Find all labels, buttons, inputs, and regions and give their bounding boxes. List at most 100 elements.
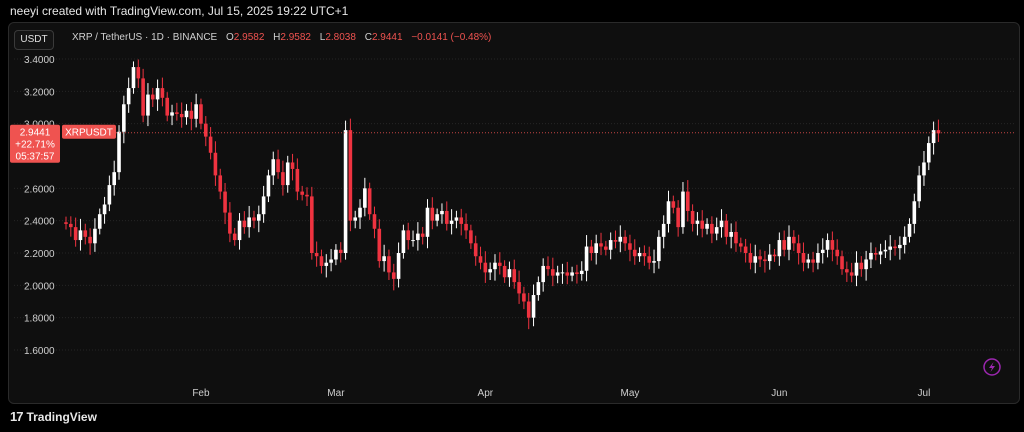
candle-body [604,246,608,250]
candle-body [695,220,700,224]
candle-body [411,240,415,242]
candle-body [295,168,300,192]
candle-body [907,223,912,237]
candle-body [763,259,767,262]
candles [64,59,941,330]
candle-body [512,269,517,283]
candle-body [584,246,589,271]
candle-body [343,130,348,253]
candle-body [271,159,276,176]
candle-body [560,272,565,274]
candle-body [425,207,430,237]
candle-body [184,110,189,118]
candle-body [859,262,864,270]
candle-body [300,191,304,195]
candle-body [314,253,319,257]
candle-body [782,240,786,250]
candle-body [78,230,83,241]
candle-body [931,130,936,144]
candle-body [435,214,439,221]
tag-countdown: 05:37:57 [16,152,55,163]
candle-body [594,243,598,253]
tag-symbol: XRPUSDT [65,128,113,139]
lightning-bolt-icon [989,362,995,372]
candle-body [743,246,748,253]
candle-body [179,113,184,118]
candle-body [261,196,266,215]
candle-body [102,204,107,215]
candle-body [825,240,830,250]
candle-body [483,262,488,273]
candle-body [792,236,796,244]
y-tick-label: 3.4000 [24,55,55,66]
currency-button[interactable]: USDT [14,30,54,50]
candle-body [613,240,618,242]
candle-body [888,246,893,250]
candle-body [247,217,251,228]
candle-body [681,191,685,228]
replay-button[interactable] [983,358,1001,376]
candle-body [652,261,656,263]
candle-body [93,228,97,244]
candle-body [579,270,584,275]
candle-body [589,246,594,253]
candle-body [661,223,666,237]
candle-body [126,88,131,105]
candle-body [531,295,536,318]
candle-body [729,231,733,237]
candle-body [160,88,165,98]
candle-body [666,201,671,224]
candle-body [599,243,603,247]
candle-body [165,97,170,116]
candle-body [498,262,502,266]
candle-body [107,185,112,205]
candle-body [257,214,261,221]
candle-body [922,162,926,176]
candle-body [64,222,68,224]
candle-body [893,246,897,249]
price-tag: 2.9441+22.71%05:37:57 XRPUSDT [10,124,116,163]
candle-body [873,253,878,255]
candle-body [705,223,709,229]
x-tick-label: Feb [192,388,210,399]
candle-body [719,220,724,228]
candle-body [454,217,459,221]
candle-body [136,67,141,79]
x-tick-label: Apr [478,388,494,399]
candle-body [290,162,295,169]
candle-body [912,201,917,224]
candle-body [748,253,753,263]
change-value: −0.0141 (−0.48%) [411,32,492,43]
y-tick-label: 2.2000 [24,249,55,260]
candle-body [112,172,116,186]
candle-body [131,67,136,89]
candle-body [623,236,627,244]
candle-body [628,243,632,250]
chart-panel[interactable] [8,22,1020,404]
candle-body [122,104,126,132]
candle-body [767,254,772,262]
y-tick-label: 1.6000 [24,346,55,357]
candle-body [637,253,642,257]
candle-body [387,256,391,273]
high-label: H [273,32,281,43]
candle-body [642,253,647,257]
tag-change: +22.71% [15,140,55,151]
y-tick-label: 3.2000 [24,87,55,98]
candle-body [787,236,791,250]
candle-body [502,265,507,278]
candle-body [237,220,242,241]
candle-body [449,220,454,224]
candle-body [902,236,907,245]
candle-body [88,236,92,244]
high-value: 2.9582 [280,32,311,43]
candle-body [194,104,198,119]
candle-body [671,201,676,208]
tradingview-logo[interactable]: 17 TradingView [10,409,97,424]
candle-body [218,175,223,192]
candle-body [507,269,512,278]
candle-body [252,217,256,221]
candle-body [488,269,492,273]
candle-body [416,233,420,241]
